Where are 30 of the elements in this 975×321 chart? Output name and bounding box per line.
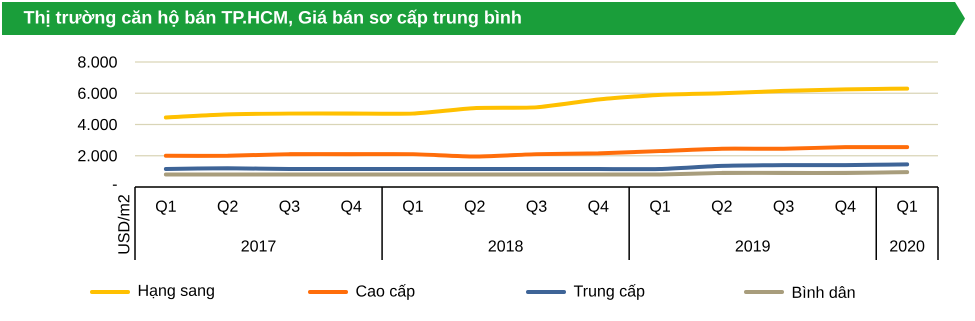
y-tick-label: 6.000 xyxy=(78,88,117,99)
x-tick-label: Q2 xyxy=(464,200,485,215)
legend-label: Cao cấp xyxy=(356,284,414,300)
x-tick-label: Q3 xyxy=(526,200,546,215)
x-tick-label: Q2 xyxy=(218,200,238,215)
x-tick-label: Q4 xyxy=(588,200,608,215)
legend-label: Hạng sang xyxy=(138,284,214,300)
x-tick-label: Q4 xyxy=(341,200,362,215)
x-tick-label: Q1 xyxy=(897,200,918,215)
y-tick-label: 2.000 xyxy=(78,150,117,162)
x-tick-label: Q1 xyxy=(650,200,670,215)
legend-label: Trung cấp xyxy=(574,284,644,300)
x-tick-label: Q2 xyxy=(712,200,732,215)
chart-title: Thị trường căn hộ bán TP.HCM, Giá bán sơ cấp trung bình xyxy=(24,10,521,28)
x-tick-label: Q3 xyxy=(774,200,794,215)
text: 2020 xyxy=(890,240,924,252)
x-tick-label: Q3 xyxy=(280,200,300,215)
text: 2017 xyxy=(242,240,276,252)
y-tick-label: 4.000 xyxy=(78,118,117,130)
x-tick-label: Q1 xyxy=(403,200,423,215)
x-tick-label: Q1 xyxy=(156,200,176,215)
y-tick-label: 8.000 xyxy=(78,56,117,68)
text: 2018 xyxy=(488,240,523,252)
legend-label: Bình dân xyxy=(792,286,855,298)
line-series xyxy=(164,86,910,120)
y-axis-title: USD/m2 xyxy=(118,195,130,254)
x-tick-label: Q4 xyxy=(835,200,856,215)
text: 2019 xyxy=(736,240,770,252)
line-series xyxy=(164,145,910,159)
y-tick-label: - xyxy=(112,184,117,186)
